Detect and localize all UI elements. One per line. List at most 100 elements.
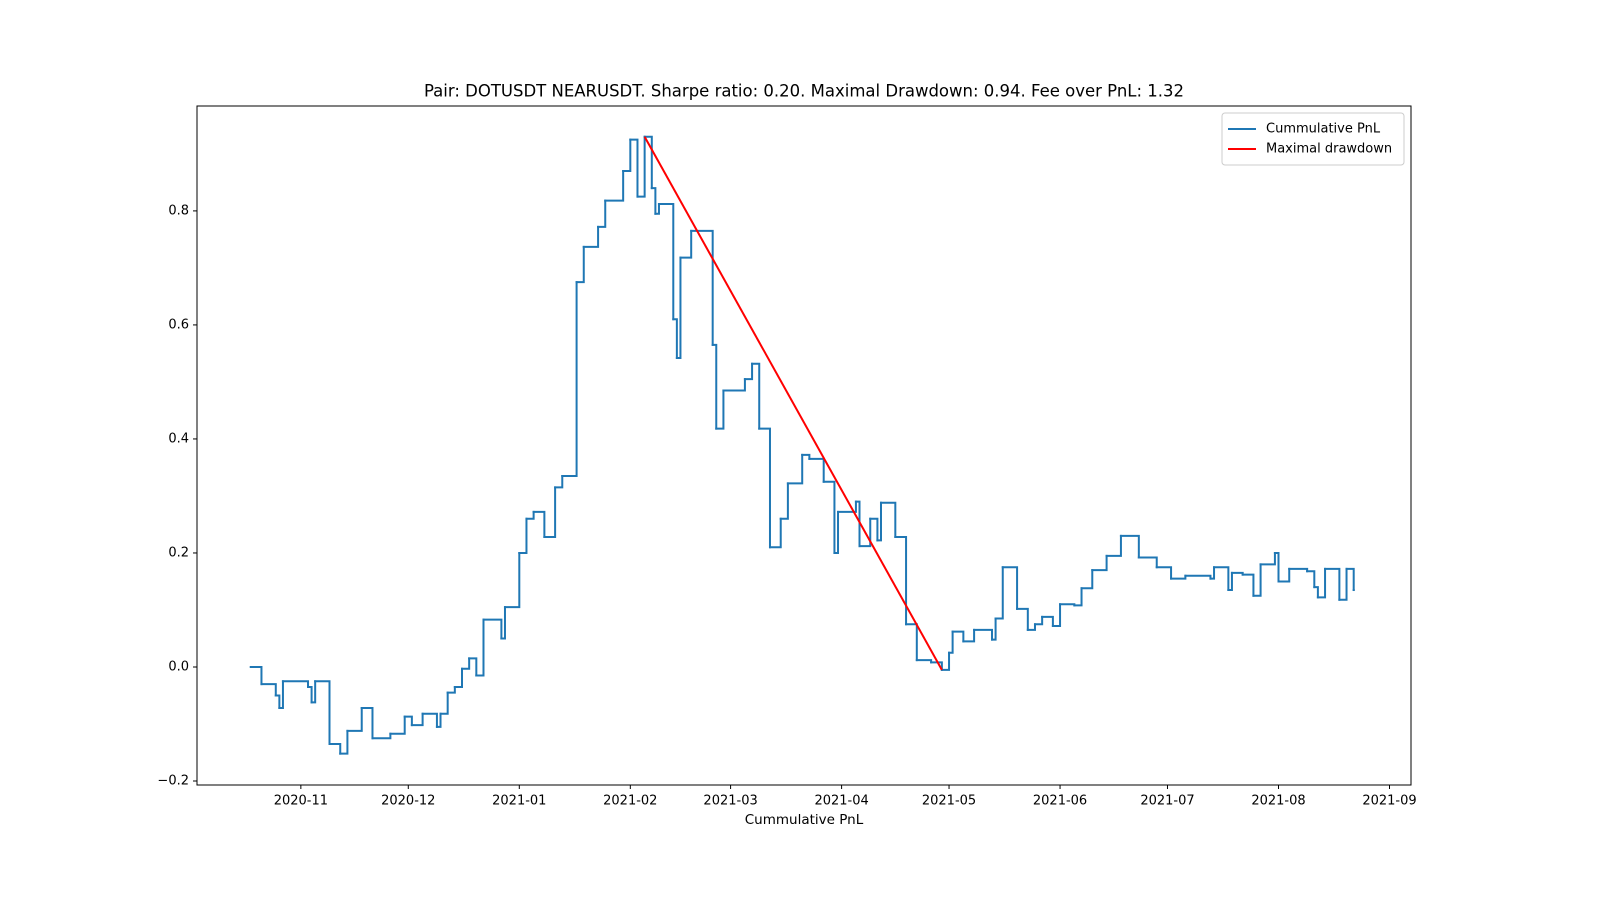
x-tick-label: 2021-05	[922, 794, 976, 809]
plot-frame	[196, 105, 1412, 786]
line-step	[636, 135, 646, 198]
line-step	[278, 680, 284, 710]
y-tick-label: 0.6	[168, 317, 189, 332]
x-tick-label: 2020-11	[274, 794, 328, 809]
line-step	[482, 618, 503, 640]
line-step	[1316, 567, 1327, 599]
line-step	[543, 486, 557, 539]
line-step	[310, 680, 317, 704]
line-step	[461, 657, 471, 670]
line-step	[629, 138, 639, 198]
line-step	[876, 501, 882, 542]
line-step	[582, 225, 600, 248]
line-step	[525, 510, 535, 520]
y-tick-label: 0.2	[168, 545, 189, 560]
line-step	[314, 680, 331, 745]
line-step	[1033, 615, 1044, 626]
x-axis-label: Cummulative PnL	[745, 812, 864, 828]
line-step	[786, 453, 804, 485]
line-step	[446, 685, 456, 694]
line-step	[1345, 567, 1355, 592]
line-step	[711, 343, 718, 430]
line-step	[779, 482, 789, 520]
line-step	[1105, 534, 1122, 557]
chart-title: Pair: DOTUSDT NEARUSDT. Sharpe ratio: 0.…	[424, 82, 1184, 101]
line-step	[435, 712, 442, 728]
line-step	[1016, 607, 1029, 631]
line-step	[439, 691, 449, 715]
y-tick-label: 0.8	[168, 203, 189, 218]
line-step	[360, 707, 374, 740]
line-step	[503, 551, 521, 609]
line-step	[679, 229, 693, 259]
line-step	[604, 169, 625, 202]
line-step	[690, 229, 714, 346]
x-tick-label: 2021-06	[1033, 794, 1087, 809]
line-step	[962, 628, 976, 643]
line-step	[1259, 551, 1276, 566]
line-step	[743, 362, 754, 381]
line-step	[930, 661, 943, 671]
line-step	[561, 281, 578, 478]
line-step	[260, 683, 277, 697]
y-tick-label: 0.0	[168, 659, 189, 674]
line-step	[940, 651, 951, 671]
line	[643, 136, 943, 671]
line-step	[1209, 566, 1216, 580]
line-step	[657, 203, 675, 321]
line-step	[1273, 551, 1280, 583]
legend-label: Cummulative PnL	[1266, 122, 1381, 137]
line-step	[554, 475, 564, 489]
line-step	[453, 667, 464, 688]
line-step	[622, 138, 632, 172]
line-step	[468, 657, 478, 677]
line-step	[1324, 567, 1341, 601]
y-tick-label: −0.2	[157, 774, 189, 789]
line-step	[1137, 556, 1158, 569]
line-step	[575, 245, 585, 284]
line-step	[1001, 566, 1019, 610]
line-step	[951, 630, 965, 643]
line-step	[1073, 587, 1083, 607]
line-step	[274, 694, 281, 710]
line-step	[858, 517, 872, 548]
line-step	[768, 517, 782, 549]
line-step	[339, 729, 349, 755]
line-step	[948, 630, 954, 654]
legend-label: Maximal drawdown	[1266, 142, 1392, 157]
line-step	[643, 135, 653, 190]
line-step	[758, 427, 771, 549]
x-tick-label: 2021-09	[1362, 794, 1416, 809]
line-step	[1338, 567, 1348, 601]
line-step	[371, 732, 392, 740]
line-step	[1227, 571, 1233, 592]
line-step	[346, 707, 363, 732]
line-step	[879, 501, 897, 539]
line-step	[389, 715, 406, 735]
x-tick-label: 2021-01	[492, 794, 546, 809]
x-tick-label: 2021-02	[603, 794, 657, 809]
line-step	[1026, 623, 1036, 631]
line-step	[854, 500, 861, 548]
line-step	[1213, 566, 1230, 592]
line-step	[597, 199, 607, 228]
line-step	[1277, 567, 1291, 583]
line-step	[307, 685, 313, 704]
line-step	[650, 187, 657, 215]
line-step	[403, 715, 413, 727]
line-step	[475, 618, 485, 677]
line-step	[1313, 586, 1319, 599]
line-step	[249, 665, 263, 686]
line-step	[973, 628, 994, 641]
line-step	[1041, 615, 1054, 627]
x-tick-label: 2021-08	[1251, 794, 1305, 809]
line-step	[1080, 569, 1094, 590]
line-step	[1059, 603, 1076, 607]
line-step	[281, 680, 310, 688]
line-step	[991, 617, 997, 641]
line-step	[1306, 570, 1316, 589]
y-tick-label: 0.4	[168, 431, 189, 446]
line-step	[715, 389, 725, 430]
line-step	[1155, 566, 1173, 580]
